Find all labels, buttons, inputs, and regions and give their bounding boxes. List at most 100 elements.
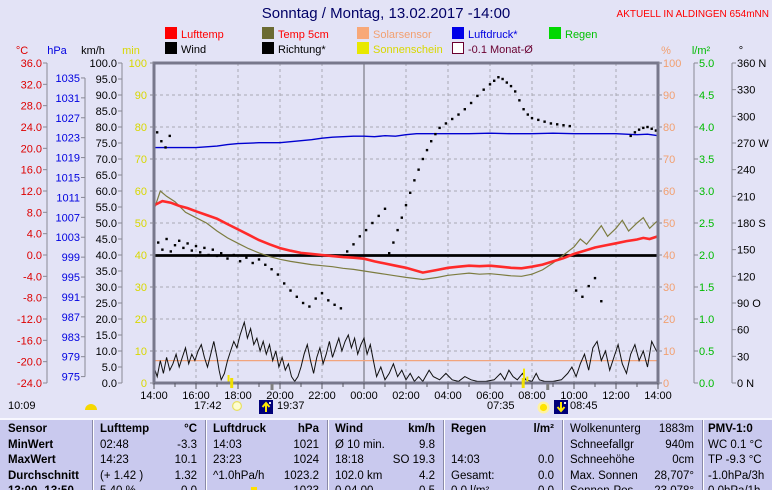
svg-text:04:00: 04:00 <box>434 390 462 400</box>
svg-text:40: 40 <box>663 250 675 262</box>
legend-swatch-luftdruck <box>452 27 464 39</box>
svg-text:12:00: 12:00 <box>602 390 630 400</box>
svg-text:40: 40 <box>135 250 147 262</box>
moon-transit-time: 10:09 <box>8 400 36 412</box>
svg-text:16.0: 16.0 <box>21 165 42 177</box>
sunset-time: 17:42 <box>194 400 222 412</box>
table-cell: -3.3 <box>177 438 197 451</box>
legend-label-richtung: Richtung* <box>278 44 326 56</box>
table-cell: Schneehöhe <box>570 454 635 466</box>
svg-text:100: 100 <box>663 58 681 70</box>
table-cell: 0cm <box>672 454 694 466</box>
svg-text:40.0: 40.0 <box>96 250 117 262</box>
svg-text:km/h: km/h <box>81 45 105 57</box>
moonset-icon <box>554 400 568 414</box>
scatter-richtung <box>155 76 658 310</box>
svg-text:75.0: 75.0 <box>96 138 117 150</box>
svg-text:4.0: 4.0 <box>27 229 42 241</box>
table-cell: 0.0hPa/1h <box>708 485 760 490</box>
moonrise-time: 19:37 <box>277 400 305 412</box>
page-title: Sonntag / Montag, 13.02.2017 -14:00 <box>261 5 511 22</box>
svg-text:330: 330 <box>737 85 755 97</box>
svg-text:60.0: 60.0 <box>96 186 117 198</box>
svg-text:0.0: 0.0 <box>102 378 117 390</box>
legend-label-sonnenschein: Sonnenschein <box>373 44 443 56</box>
svg-text:991: 991 <box>62 292 80 304</box>
table-cell: 0.0 <box>137 485 197 490</box>
svg-text:08:00: 08:00 <box>518 390 546 400</box>
svg-text:987: 987 <box>62 312 80 324</box>
svg-text:1007: 1007 <box>56 212 80 224</box>
legend-label-solarsensor: Solarsensor <box>373 29 432 41</box>
astro-axis-markers <box>230 378 550 390</box>
table-column-separator <box>205 420 207 490</box>
table-column-separator <box>92 420 94 490</box>
legend-label-temp5cm: Temp 5cm <box>278 29 329 41</box>
svg-text:°C: °C <box>16 45 28 57</box>
svg-text:20.0: 20.0 <box>21 143 42 155</box>
svg-text:20.0: 20.0 <box>96 314 117 326</box>
svg-text:95.0: 95.0 <box>96 74 117 86</box>
legend-item-wind: Wind <box>165 42 206 56</box>
svg-text:180 S: 180 S <box>737 218 766 230</box>
station-banner: AKTUELL IN ALDINGEN 654mNN <box>616 9 769 20</box>
svg-text:60: 60 <box>135 186 147 198</box>
table-column-separator <box>562 420 564 490</box>
table-cell: Ø 10 min. <box>335 438 385 451</box>
table-cell: Schneefallgr <box>570 438 634 451</box>
axis-unit-labels: °C hPa km/h min% l/m² ° <box>16 45 743 57</box>
table-cell: 14:03 <box>213 438 242 451</box>
svg-text:983: 983 <box>62 332 80 344</box>
legend-swatch-lufttemp <box>165 27 177 39</box>
svg-text:1011: 1011 <box>56 192 80 204</box>
table-cell: 1883m <box>658 423 694 435</box>
svg-text:5.0: 5.0 <box>102 362 117 374</box>
stats-table: Sensor Lufttemp °C Luftdruck hPa Wind km/h Rege… <box>0 418 772 490</box>
legend-item-temp5cm: Temp 5cm <box>262 27 329 41</box>
svg-text:65.0: 65.0 <box>96 170 117 182</box>
svg-text:50.0: 50.0 <box>96 218 117 230</box>
svg-text:100: 100 <box>129 58 147 70</box>
svg-text:2.5: 2.5 <box>699 218 714 230</box>
moon-dome-icon <box>85 404 97 410</box>
chart-legend-row2: Wind Richtung* Sonnenschein -0.1 Monat-Ø <box>0 42 772 56</box>
table-cell: Gesamt: <box>451 469 495 482</box>
legend-label-regen: Regen <box>565 29 598 41</box>
table-cell: 0.0 <box>538 469 554 482</box>
svg-text:14:00: 14:00 <box>140 390 168 400</box>
legend-swatch-solarsensor <box>357 27 369 39</box>
table-cell: 4.2 <box>419 469 435 482</box>
svg-text:979: 979 <box>62 352 80 364</box>
svg-text:8.0: 8.0 <box>27 207 42 219</box>
legend-item-lufttemp: Lufttemp <box>165 27 224 41</box>
svg-text:70: 70 <box>663 154 675 166</box>
table-cell: l/m² <box>533 423 554 435</box>
table-cell: km/h <box>408 423 435 435</box>
svg-text:-8.0: -8.0 <box>23 293 42 305</box>
table-cell: Wind <box>335 423 363 435</box>
table-cell: 9.8 <box>419 438 435 451</box>
table-row-label: Durchschnitt <box>8 469 79 482</box>
svg-text:%: % <box>661 45 671 57</box>
legend-label-luftdruck: Luftdruck* <box>468 29 518 41</box>
legend-swatch-temp5cm <box>262 27 274 39</box>
legend-swatch-sonnenschein <box>357 42 369 54</box>
svg-text:25.0: 25.0 <box>96 298 117 310</box>
svg-text:240: 240 <box>737 165 755 177</box>
table-cell: SO 19.3 <box>392 454 435 466</box>
svg-text:°: ° <box>739 45 743 57</box>
table-cell: 1023 <box>259 485 319 490</box>
svg-text:70: 70 <box>135 154 147 166</box>
table-cell: 102.0 km <box>335 469 383 482</box>
table-column-separator <box>702 420 704 490</box>
table-cell: 940m <box>665 438 694 451</box>
svg-text:1023: 1023 <box>56 133 80 145</box>
legend-item-luftdruck: Luftdruck* <box>452 27 518 41</box>
table-cell: Regen <box>451 423 487 435</box>
series-temp5cm <box>153 189 659 281</box>
svg-text:50: 50 <box>663 218 675 230</box>
svg-text:-16.0: -16.0 <box>17 335 42 347</box>
axis-hPa-left: 1035 1031 1027 1023 1019 1015 1011 1007 1003 999 9… <box>56 73 86 384</box>
table-cell: 0 04 00 <box>335 485 373 490</box>
